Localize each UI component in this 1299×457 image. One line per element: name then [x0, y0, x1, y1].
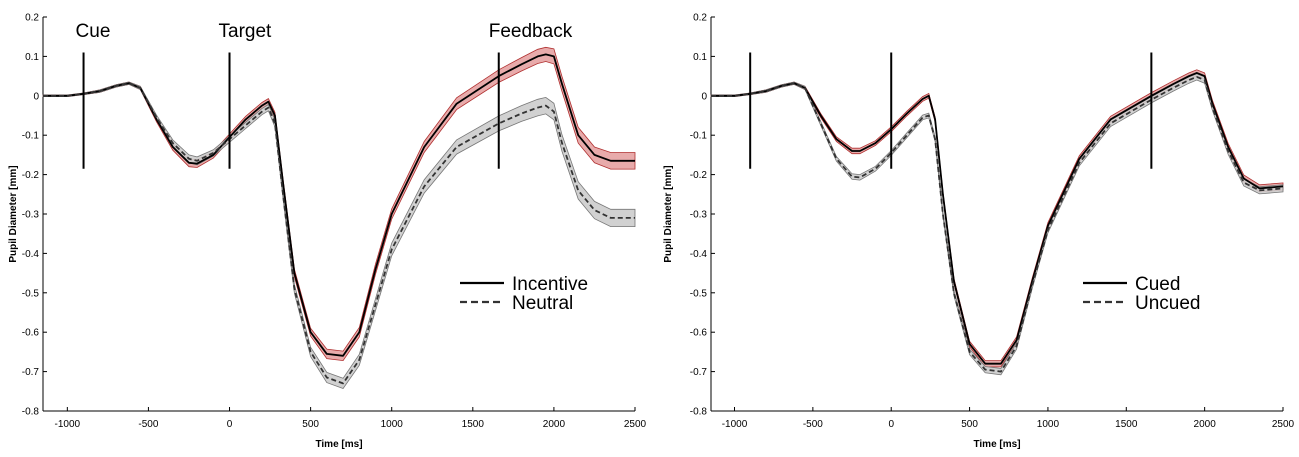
y-tick-label: -0.5 [690, 288, 708, 299]
chart-panel-2: 0.2 0.1 0 -0.1 -0.2 -0.3 -0.4 -0.5 -0.6 -0.7 -0.8 -… [663, 13, 1295, 451]
y-tick-label: 0 [701, 91, 707, 102]
x-tick-label: -500 [803, 419, 823, 430]
y-tick-label: -0.6 [22, 328, 40, 339]
x-tick-label: 2500 [624, 419, 647, 430]
series-line-2 [711, 76, 1284, 373]
x-tick-label: 2000 [543, 419, 566, 430]
y-tick-label: -0.4 [690, 249, 708, 260]
y-tick-label: -0.3 [690, 210, 708, 221]
series-band-2 [710, 73, 1284, 376]
y-tick-label: -0.4 [22, 249, 40, 260]
x-tick-label: 2000 [1194, 419, 1217, 430]
series-line-2 [43, 82, 635, 385]
y-tick-label: 0 [33, 91, 39, 102]
chart-panel-1: 0.2 0.1 0 -0.1 -0.2 -0.3 -0.4 -0.5 -0.6 -0.7 -0.8 -… [8, 13, 647, 451]
y-tick-label: -0.7 [22, 367, 40, 378]
x-tick-label: 1000 [1037, 419, 1060, 430]
y-tick-label: 0.1 [25, 52, 39, 63]
x-tick-label: -500 [138, 419, 158, 430]
x-tick-label: 1500 [462, 419, 485, 430]
y-axis-label: Pupil Diameter [mm] [8, 165, 19, 262]
y-tick-label: -0.3 [22, 210, 40, 221]
event-label: Cue [76, 21, 111, 42]
legend-label: Incentive [512, 274, 588, 295]
legend-label: Cued [1135, 274, 1180, 295]
x-tick-label: 1500 [1115, 419, 1138, 430]
event-label: Target [219, 21, 273, 42]
y-tick-label: -0.1 [690, 131, 708, 142]
x-tick-label: 1000 [381, 419, 404, 430]
y-tick-label: 0.2 [25, 13, 39, 24]
legend-label: Uncued [1135, 293, 1201, 314]
x-tick-label: 2500 [1272, 419, 1295, 430]
x-tick-label: 0 [227, 419, 233, 430]
y-tick-label: 0.2 [693, 13, 707, 24]
x-tick-label: -1000 [55, 419, 81, 430]
legend-label: Neutral [512, 293, 573, 314]
x-axis-label: Time [ms] [973, 439, 1020, 450]
x-tick-label: 0 [888, 419, 894, 430]
series-band-2 [42, 81, 636, 389]
x-tick-label: -1000 [722, 419, 748, 430]
y-tick-label: 0.1 [693, 52, 707, 63]
series-band-1 [710, 69, 1284, 368]
y-tick-label: -0.2 [22, 170, 40, 181]
y-tick-label: -0.8 [22, 407, 40, 418]
y-tick-label: -0.1 [22, 131, 40, 142]
x-tick-label: 500 [302, 419, 319, 430]
y-tick-label: -0.6 [690, 328, 708, 339]
x-tick-label: 500 [961, 419, 978, 430]
y-tick-label: -0.2 [690, 170, 708, 181]
series-line-1 [711, 72, 1284, 365]
y-axis-label: Pupil Diameter [mm] [663, 165, 674, 262]
y-tick-label: -0.5 [22, 288, 40, 299]
event-label: Feedback [489, 21, 573, 42]
series-band-1 [42, 46, 636, 362]
y-tick-label: -0.8 [690, 407, 708, 418]
y-tick-label: -0.7 [690, 367, 708, 378]
x-axis-label: Time [ms] [315, 439, 362, 450]
